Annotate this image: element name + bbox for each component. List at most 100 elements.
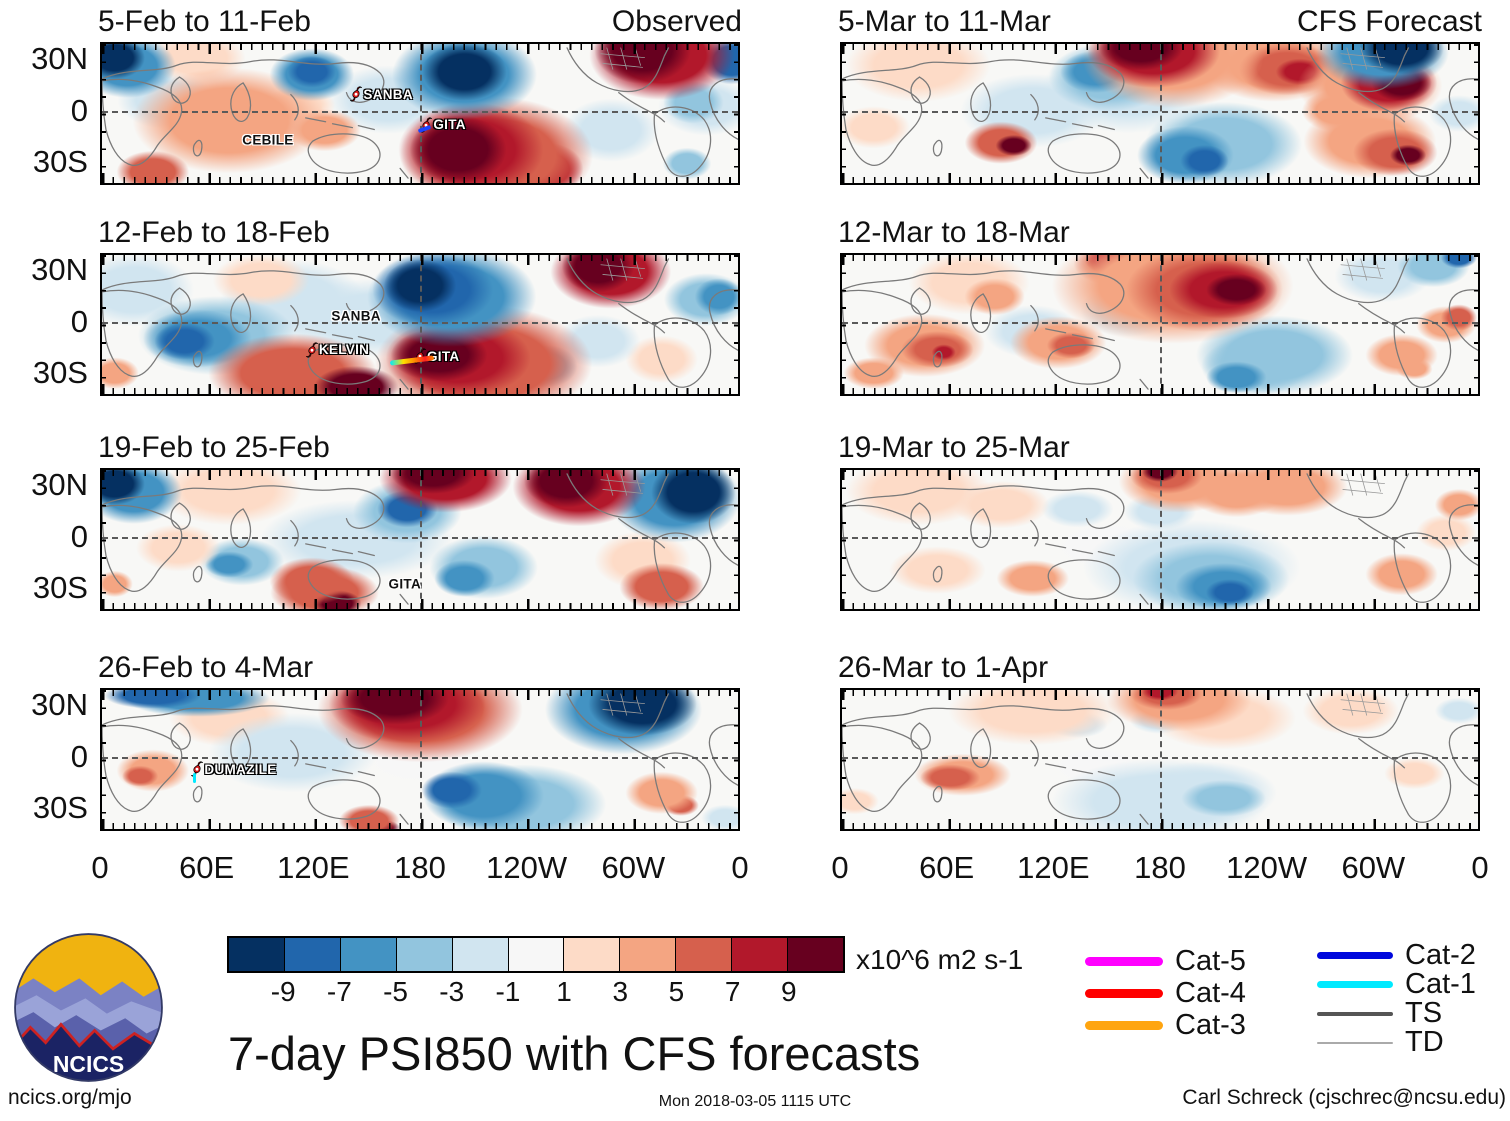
storm-label: GITA <box>433 117 466 133</box>
axis-ticks-right <box>1471 44 1478 183</box>
column-header-cfs-forecast: CFS Forecast <box>1296 5 1482 38</box>
lon-label: 0 <box>831 850 849 885</box>
axis-ticks-top <box>842 255 1478 265</box>
map-panel-forecast-week1: 5-Mar to 11-Mar CFS Forecast <box>838 5 1482 185</box>
lon-label: 0 <box>731 850 749 885</box>
axis-ticks-bottom <box>102 819 738 829</box>
figure-title: 7-day PSI850 with CFS forecasts <box>228 1027 921 1080</box>
lat-label-0: 0 <box>70 92 88 128</box>
colorbar-cell <box>564 938 621 971</box>
axis-ticks-top <box>102 690 738 700</box>
axis-ticks-top <box>102 255 738 265</box>
lat-label-30s: 30S <box>32 144 88 180</box>
axis-ticks-top <box>842 690 1478 700</box>
lon-label: 60E <box>919 850 975 885</box>
map-panel-observed-week1: 5-Feb to 11-Feb Observed SANBA GITA CEBILE <box>98 5 742 185</box>
storm-marker-cebile: CEBILE <box>242 132 293 147</box>
panel-title: 12-Mar to 18-Mar <box>838 216 1070 249</box>
colorbar-tick-label: -5 <box>383 976 408 1007</box>
legend-line-cat-4 <box>1085 989 1163 998</box>
axis-ticks-right <box>1471 470 1478 609</box>
map-panel-observed-week4: 26-Feb to 4-Mar DUMAZILE <box>98 651 740 831</box>
dateline-dashed-line <box>420 44 422 183</box>
axis-ticks-left <box>842 44 849 183</box>
axis-ticks-left <box>102 690 109 829</box>
lat-label-30n: 30N <box>31 467 88 503</box>
colorbar-cell <box>396 938 453 971</box>
lon-label: 120W <box>1226 850 1308 885</box>
panel-title: 5-Feb to 11-Feb <box>98 5 311 38</box>
lon-label: 120E <box>277 850 350 885</box>
axis-ticks-left <box>102 470 109 609</box>
lat-label-30s: 30S <box>32 790 88 826</box>
dateline-dashed-line <box>420 690 422 829</box>
map-plot-area <box>840 468 1480 611</box>
legend-label: TS <box>1405 997 1443 1029</box>
footer-author: Carl Schreck (cjschrec@ncsu.edu) <box>1182 1086 1506 1109</box>
legend-line-ts <box>1317 1011 1393 1016</box>
dateline-dashed-line <box>420 470 422 609</box>
lon-label: 60W <box>601 850 666 885</box>
axis-ticks-bottom <box>842 599 1478 609</box>
colorbar-cell <box>620 938 677 971</box>
lon-label: 120E <box>1017 850 1090 885</box>
lat-label-30n: 30N <box>31 41 88 77</box>
legend-line-cat-2 <box>1317 952 1393 959</box>
legend-line-td <box>1317 1041 1393 1044</box>
panel-title: 26-Feb to 4-Mar <box>98 651 314 684</box>
map-panel-forecast-week3: 19-Mar to 25-Mar <box>838 431 1480 611</box>
legend-line-cat-1 <box>1317 981 1393 988</box>
axis-ticks-left <box>842 470 849 609</box>
colorbar-tick-label: 1 <box>556 976 572 1007</box>
panel-title: 26-Mar to 1-Apr <box>838 651 1049 684</box>
legend-row: Cat-4 <box>1085 979 1246 1008</box>
axis-ticks-left <box>842 690 849 829</box>
map-plot-area: GITA <box>100 468 740 611</box>
axis-ticks-bottom <box>102 384 738 394</box>
storm-label: KELVIN <box>318 342 370 358</box>
axis-ticks-bottom <box>842 173 1478 183</box>
storm-marker-sanba: SANBA <box>350 86 413 102</box>
lat-label-30s: 30S <box>32 570 88 606</box>
colorbar-cell <box>732 938 789 971</box>
legend-row: Cat-1 <box>1317 970 1476 999</box>
legend-label: Cat-5 <box>1175 945 1246 977</box>
colorbar-cell <box>508 938 565 971</box>
legend-row: Cat-3 <box>1085 1011 1246 1040</box>
dateline-dashed-line <box>1160 44 1162 183</box>
lon-label: 180 <box>394 850 446 885</box>
legend-row: TS <box>1317 999 1442 1028</box>
legend-label: Cat-2 <box>1405 939 1476 971</box>
legend-label: TD <box>1405 1026 1444 1058</box>
map-plot-area <box>840 42 1480 185</box>
storm-marker-dumazile: DUMAZILE <box>191 761 276 784</box>
storm-label: GITA <box>388 576 421 592</box>
axis-ticks-right <box>731 44 738 183</box>
panel-title: 5-Mar to 11-Mar <box>838 5 1051 38</box>
axis-ticks-bottom <box>842 819 1478 829</box>
lat-label-30s: 30S <box>32 355 88 391</box>
map-plot-area <box>840 688 1480 831</box>
storm-label: SANBA <box>331 308 381 324</box>
storm-track-cyan <box>193 773 197 784</box>
axis-ticks-top <box>842 44 1478 54</box>
storm-marker-kelvin: KELVIN <box>305 342 370 358</box>
lat-label-0: 0 <box>70 518 88 554</box>
lat-label-0: 0 <box>70 303 88 339</box>
colorbar-tick-label: 9 <box>781 976 797 1007</box>
axis-ticks-right <box>731 255 738 394</box>
lon-label: 0 <box>1471 850 1489 885</box>
legend-row: TD <box>1317 1028 1444 1057</box>
colorbar-tick-label: 7 <box>724 976 741 1007</box>
logo-text: NCICS <box>53 1051 124 1077</box>
axis-ticks-right <box>1471 690 1478 829</box>
lat-label-30n: 30N <box>31 687 88 723</box>
axis-ticks-right <box>1471 255 1478 394</box>
map-panel-forecast-week2: 12-Mar to 18-Mar <box>838 216 1480 396</box>
storm-label: CEBILE <box>242 132 294 148</box>
legend-label: Cat-3 <box>1175 1009 1246 1041</box>
colorbar-cell <box>452 938 509 971</box>
footer-timestamp: Mon 2018-03-05 1115 UTC <box>658 1093 852 1110</box>
colorbar-cell <box>340 938 397 971</box>
